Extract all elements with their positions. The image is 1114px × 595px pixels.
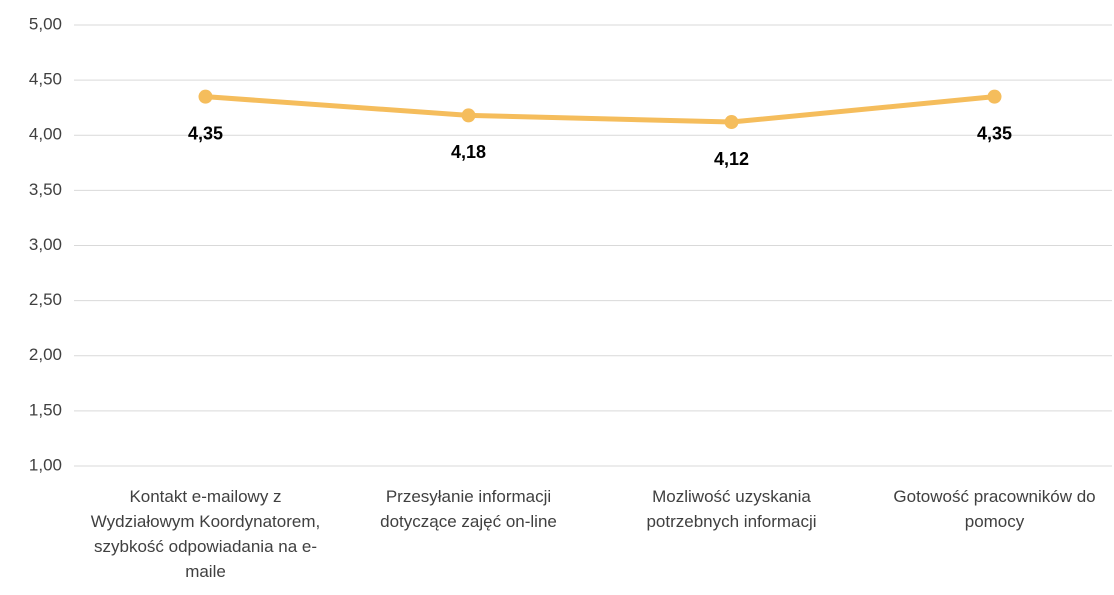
y-tick-label: 1,50: [29, 400, 62, 419]
data-label: 4,35: [977, 123, 1012, 143]
line: [205, 94, 995, 125]
y-tick-label: 4,00: [29, 125, 62, 144]
data-label: 4,12: [714, 149, 749, 169]
x-tick-label: Mozliwość uzyskania potrzebnych informac…: [646, 487, 817, 531]
x-tick-label: Gotowość pracowników do pomocy: [893, 487, 1096, 531]
data-label: 4,35: [188, 123, 223, 143]
y-tick-label: 4,50: [29, 70, 62, 89]
y-tick-label: 3,00: [29, 235, 62, 254]
point: [987, 89, 1002, 104]
x-tick-label: Przesyłanie informacji dotyczące zajęć o…: [380, 487, 557, 531]
y-tick-label: 2,50: [29, 290, 62, 309]
y-tick-label: 5,00: [29, 14, 62, 33]
point: [198, 89, 213, 104]
y-tick-label: 3,50: [29, 180, 62, 199]
point: [724, 115, 739, 130]
y-tick-label: 1,00: [29, 455, 62, 474]
data-label: 4,18: [451, 142, 486, 162]
y-tick-label: 2,00: [29, 345, 62, 364]
x-tick-label: Kontakt e-mailowy z Wydziałowym Koordyna…: [90, 487, 321, 581]
point: [461, 108, 476, 123]
